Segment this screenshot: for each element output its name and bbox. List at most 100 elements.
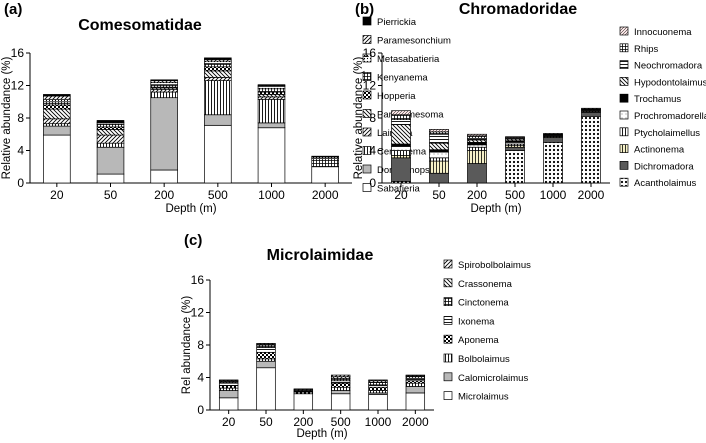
legend-swatch-dorylaimopsis: [362, 164, 372, 174]
bar-segment-microlaimus-2000: [405, 392, 426, 411]
bar-segment-ptycholaimellus-20: [391, 150, 411, 156]
bar-segment-spirobolbolaimus-2000: [405, 374, 426, 377]
legend-label-kenyanema: Kenyanema: [377, 73, 428, 84]
bar-segment-pierrickia-50: [96, 120, 125, 123]
bar-segment-actinonema-20: [391, 155, 411, 159]
y-axis-label: Relative abundance (%): [1, 56, 13, 179]
bar-segment-paracomesoma-50: [96, 129, 125, 136]
legend-swatch-actinonema: [619, 144, 629, 153]
bar-segment-cervonema-1000: [257, 98, 286, 124]
legend-swatch-sabatieria: [362, 183, 372, 192]
bar-segment-dichromadora-50: [429, 172, 449, 184]
bar-segment-spirobolbolaimus-500: [330, 374, 351, 378]
legend-swatch-pierrickia: [362, 16, 372, 26]
bar-segment-hypodontolaimus-20: [391, 124, 411, 145]
bar-segment-calomicrolaimus-2000: [405, 386, 426, 394]
legend-label-prochromadorella: Prochromadorella: [634, 111, 706, 122]
bar-segment-ixonema-500: [330, 380, 351, 384]
bar-segment-paracomesoma-20: [43, 108, 71, 120]
legend-swatch-bolbolaimus: [443, 353, 453, 363]
bar-segment-neochromadora-50: [429, 133, 449, 144]
bar-segment-pierrickia-500: [204, 57, 232, 60]
bar-segment-laimella-50: [96, 134, 125, 144]
panel-label: (a): [4, 1, 22, 18]
bar-segment-kenyanema-1000: [257, 88, 286, 93]
bar-segment-cinctonema-500: [330, 377, 351, 382]
legend-label-trochamus: Trochamus: [634, 94, 681, 105]
bar-segment-innocuonema-50: [429, 129, 449, 133]
bar-segment-hopperia-500: [204, 66, 232, 72]
bar-segment-bolbolaimus-1000: [368, 390, 388, 394]
legend-swatch-kenyanema: [362, 72, 372, 81]
x-tick-label-50: 50: [259, 415, 273, 429]
x-axis-label: Depth (m): [470, 203, 521, 215]
x-tick-label-500: 500: [505, 188, 525, 202]
bar-segment-pierrickia-200: [150, 79, 178, 81]
bar-segment-sabatieria-200: [150, 169, 178, 184]
y-tick-label: 0: [369, 176, 376, 190]
bar-segment-aponema-1000: [368, 386, 388, 391]
x-tick-label-50: 50: [432, 188, 446, 202]
bar-segment-microlaimus-500: [330, 393, 351, 411]
legend-label-metasabatieria: Metasabatieria: [377, 54, 440, 65]
bar-segment-innocuonema-200: [467, 133, 487, 137]
bar-segment-trochamus-200: [467, 142, 487, 146]
legend-label-calomicrolaimus: Calomicrolaimus: [458, 373, 528, 384]
bar-segment-spirobolbolaimus-200: [293, 388, 314, 391]
bar-segment-aponema-50: [256, 351, 276, 360]
chart-title: Comesomatidae: [78, 17, 202, 34]
bar-segment-dorylaimopsis-1000: [257, 122, 286, 129]
legend-label-aponema: Aponema: [458, 335, 499, 346]
y-tick-label: 16: [11, 46, 25, 60]
bar-segment-spirobolbolaimus-20: [218, 379, 239, 382]
bar-segment-metasabatieria-500: [204, 60, 232, 64]
panel-label: (b): [355, 1, 374, 18]
bar-segment-cervonema-20: [43, 123, 71, 127]
x-tick-label-2000: 2000: [312, 188, 339, 202]
bar-segment-spirobolbolaimus-1000: [368, 379, 388, 382]
bar-segment-acantholaimus-2000: [581, 116, 601, 184]
y-tick-label: 4: [17, 144, 24, 158]
bar-segment-spirobolbolaimus-50: [256, 343, 276, 345]
y-tick-label: 16: [363, 46, 377, 60]
legend: Innocuonema Rhips Neochromadora Hypodontola…: [619, 26, 706, 189]
bar-segment-dichromadora-200: [467, 163, 487, 184]
x-tick-label-500: 500: [208, 188, 228, 202]
legend-swatch-rhips: [619, 43, 629, 53]
bar-segment-cinctonema-50: [256, 344, 276, 348]
x-tick-label-200: 200: [293, 415, 313, 429]
y-tick-label: 0: [197, 403, 204, 417]
bar-segment-paramesonchium-20: [43, 95, 71, 100]
legend-label-bolbolaimus: Bolbolaimus: [458, 354, 510, 365]
legend-swatch-acantholaimus: [619, 177, 629, 187]
bar-segment-prochromadorella-20: [391, 146, 411, 151]
legend-label-pierrickia: Pierrickia: [377, 17, 417, 28]
legend-swatch-paracomesoma: [362, 109, 372, 118]
bar-segment-cinctonema-1000: [368, 382, 388, 386]
y-tick-label: 8: [369, 111, 376, 125]
bar-segment-laimella-1000: [257, 96, 286, 100]
bar-segment-pierrickia-20: [43, 94, 71, 97]
legend-swatch-innocuonema: [619, 26, 629, 36]
legend-swatch-metasabatieria: [362, 53, 372, 63]
legend-label-ixonema: Ixonema: [458, 316, 495, 327]
bar-segment-aponema-20: [218, 385, 239, 389]
bar-segment-sabatieria-50: [96, 173, 125, 184]
legend-label-paramesonchium: Paramesonchium: [377, 36, 451, 47]
x-tick-label-200: 200: [154, 188, 174, 202]
bar-segment-acantholaimus-1000: [543, 142, 563, 184]
bar-segment-laimella-200: [150, 89, 178, 93]
legend: Spirobolbolaimus Crassonema Cinctonema Ixon…: [443, 259, 531, 403]
legend-swatch-hypodontolaimus: [619, 77, 629, 86]
bar-segment-metasabatieria-1000: [257, 85, 286, 90]
bar-segment-hypodontolaimus-50: [429, 142, 449, 151]
bar-segment-trochamus-20: [391, 143, 411, 147]
x-tick-label-50: 50: [104, 188, 118, 202]
legend-swatch-laimella: [362, 127, 372, 137]
legend-label-spirobolbolaimus: Spirobolbolaimus: [458, 260, 531, 271]
bar-segment-microlaimus-1000: [368, 394, 388, 411]
y-tick-label: 8: [197, 338, 204, 352]
bar-segment-ixonema-50: [256, 347, 276, 353]
bar-segment-prochromadorella-50: [429, 151, 449, 159]
